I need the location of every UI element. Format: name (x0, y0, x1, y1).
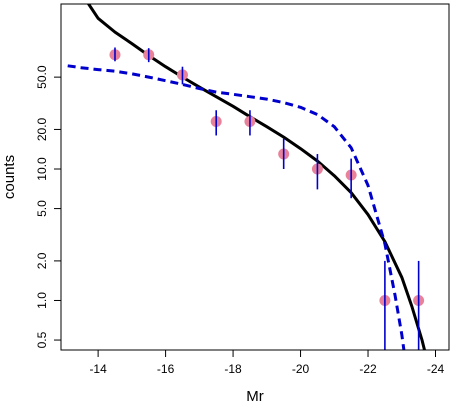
x-tick-label: -18 (224, 362, 242, 376)
y-tick-label: 2.0 (35, 252, 49, 269)
y-tick-label: 0.5 (35, 331, 49, 348)
y-tick-label: 5.0 (35, 200, 49, 217)
x-tick-label: -22 (359, 362, 377, 376)
model-curve-solid (86, 4, 427, 350)
x-tick-label: -16 (157, 362, 175, 376)
y-tick-label: 10.0 (35, 157, 49, 181)
y-tick-label: 20.0 (35, 117, 49, 141)
y-tick-label: 1.0 (35, 292, 49, 309)
x-axis-label: Mr (246, 388, 264, 405)
y-axis-label: counts (1, 155, 18, 199)
y-tick-label: 50.0 (35, 65, 49, 89)
x-tick-label: -20 (292, 362, 310, 376)
model-curve-dashed (67, 64, 406, 350)
x-tick-label: -24 (427, 362, 445, 376)
x-tick-label: -14 (89, 362, 107, 376)
